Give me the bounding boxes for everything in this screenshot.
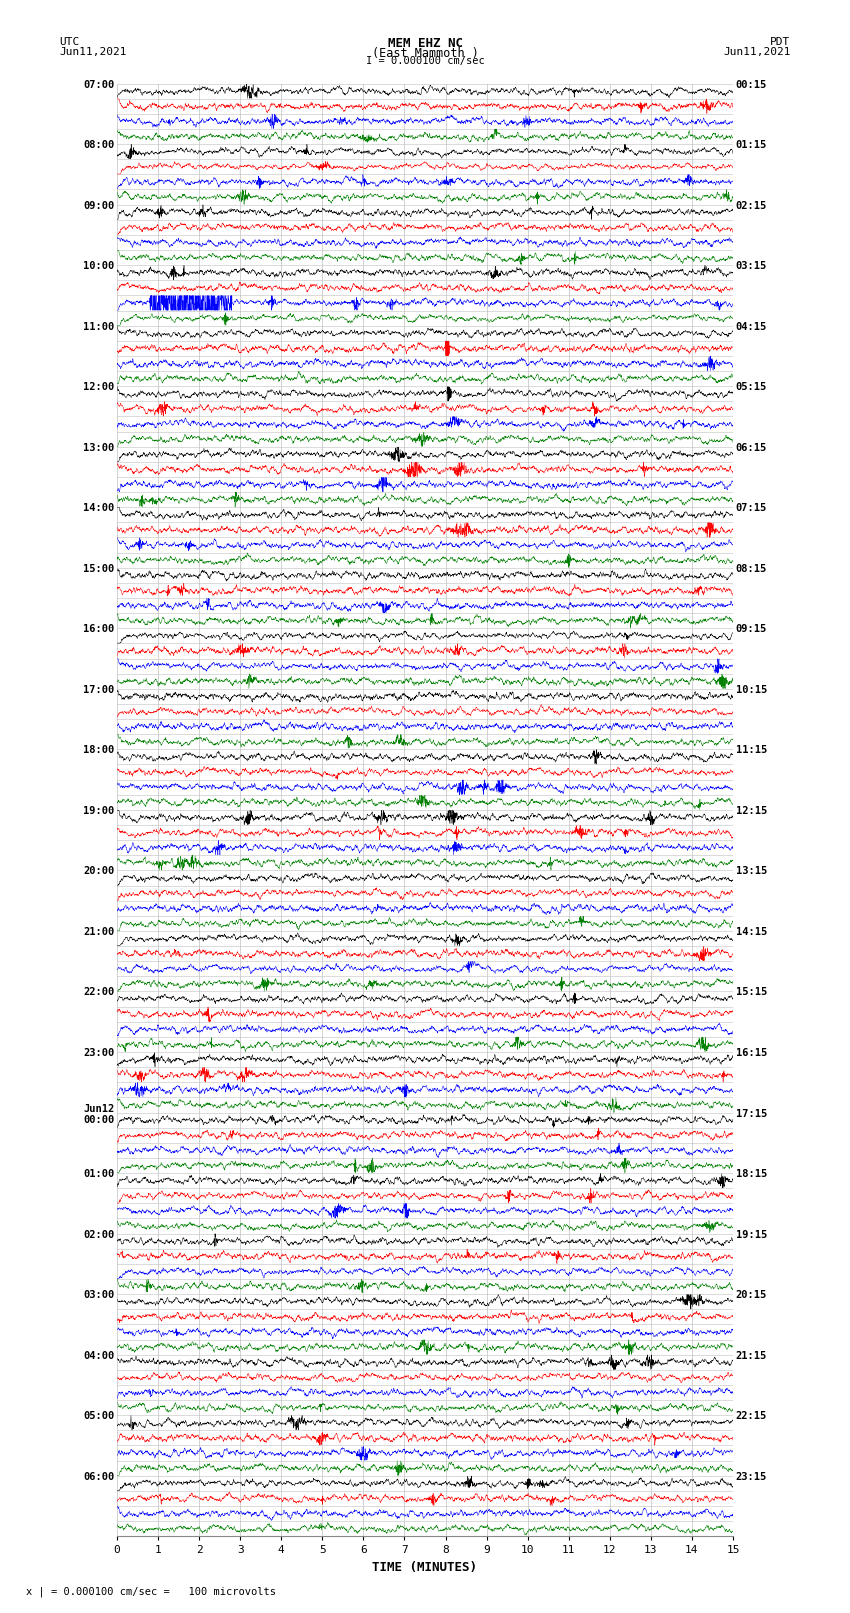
Text: (East Mammoth ): (East Mammoth ) [371,47,479,60]
Text: UTC: UTC [60,37,80,47]
Text: Jun11,2021: Jun11,2021 [60,47,127,56]
Text: MEM EHZ NC: MEM EHZ NC [388,37,462,50]
Text: I = 0.000100 cm/sec: I = 0.000100 cm/sec [366,56,484,66]
Text: PDT: PDT [770,37,790,47]
X-axis label: TIME (MINUTES): TIME (MINUTES) [372,1561,478,1574]
Text: x | = 0.000100 cm/sec =   100 microvolts: x | = 0.000100 cm/sec = 100 microvolts [26,1586,275,1597]
Text: Jun11,2021: Jun11,2021 [723,47,791,56]
